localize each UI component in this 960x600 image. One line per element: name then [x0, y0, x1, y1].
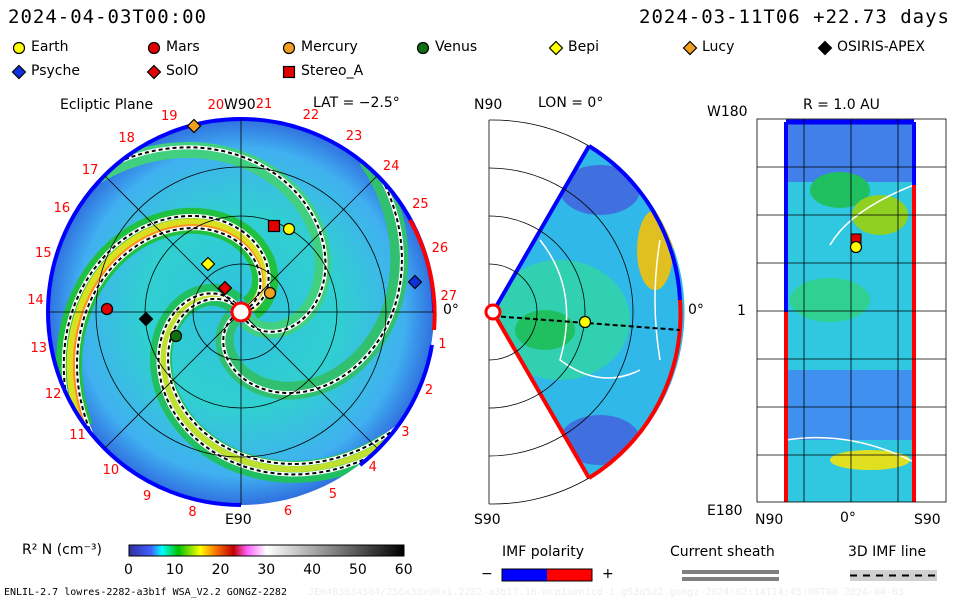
map-s90-label: S90: [914, 512, 941, 528]
lat-label: LAT = −2.5°: [313, 95, 400, 111]
imf-polarity-title: IMF polarity: [502, 544, 585, 560]
day-label: 11: [69, 428, 86, 444]
day-label: 8: [188, 504, 197, 520]
imf-minus: −: [481, 566, 493, 582]
map-n90-label: N90: [755, 512, 784, 528]
day-label: 6: [283, 503, 293, 519]
stereo-a-legend-icon: [282, 65, 296, 79]
colorbar-tick: 50: [349, 562, 367, 578]
venus-marker: [169, 329, 183, 343]
w180-label: W180: [707, 104, 748, 120]
ecliptic-title: Ecliptic Plane: [60, 97, 154, 113]
legend-item: Lucy: [702, 39, 735, 55]
imf-polarity-bar: [501, 568, 593, 582]
mars-marker: [100, 302, 114, 316]
colorbar-tick: 60: [394, 562, 413, 578]
legend-item: Earth: [31, 39, 69, 55]
day-label: 4: [368, 460, 377, 476]
map-zero-label: 0°: [840, 510, 856, 526]
day-label: 3: [401, 424, 410, 440]
sphere-map-plot: [756, 118, 947, 503]
zero-deg-label: 0°: [443, 302, 459, 318]
imf-plus: +: [602, 566, 614, 582]
colorbar-tick: 0: [124, 562, 133, 578]
mars-legend-icon: [147, 41, 161, 55]
day-label: 5: [328, 487, 338, 502]
n90-label: N90: [474, 97, 503, 113]
earth-legend-icon: [12, 41, 26, 55]
bepi-legend-icon: [548, 40, 564, 56]
day-label: 22: [302, 107, 320, 123]
day-label: 27: [440, 288, 458, 304]
colorbar-label: R² N (cm⁻³): [22, 542, 102, 558]
day-label: 10: [102, 462, 120, 478]
colorbar-tick: 20: [211, 562, 230, 578]
day-label: 15: [35, 245, 52, 261]
e90-label: E90: [225, 512, 252, 528]
colorbar-tick: 10: [165, 562, 184, 578]
meridional-zero-label: 0°: [688, 302, 704, 318]
current-time: 2024-04-03T00:00: [8, 6, 208, 28]
map-mid-label: 1: [737, 303, 746, 319]
lucy-marker: [186, 118, 202, 134]
venus-legend-icon: [416, 41, 430, 55]
day-label: 17: [81, 162, 99, 178]
lon-label: LON = 0°: [538, 95, 604, 111]
solo-marker: [217, 280, 233, 296]
day-label: 1: [438, 336, 447, 352]
day-label: 26: [431, 241, 449, 257]
psyche-marker: [407, 274, 423, 290]
osiris-apex-marker: [138, 311, 154, 327]
current-sheath-key: [682, 570, 779, 574]
ecliptic-plane-plot: [46, 117, 437, 507]
earth-marker: [282, 222, 296, 236]
day-label: 9: [143, 488, 152, 504]
legend-item: Mercury: [301, 39, 358, 55]
stereo-a-marker: [267, 219, 281, 233]
colorbar-tick: 40: [303, 562, 322, 578]
mercury-legend-icon: [282, 41, 296, 55]
day-label: 20: [207, 97, 225, 113]
earth-marker-map: [849, 240, 863, 254]
legend-item: SolO: [166, 63, 199, 79]
osiris-apex-legend-icon: [817, 40, 833, 56]
earth-marker-meridional: [578, 315, 592, 329]
day-label: 16: [53, 201, 71, 217]
solo-legend-icon: [146, 64, 162, 80]
legend-item: OSIRIS-APEX: [837, 39, 925, 55]
legend-item: Mars: [166, 39, 200, 55]
w90-label: W90: [224, 97, 256, 113]
meridional-plot: [484, 119, 685, 505]
day-label: 2: [424, 383, 434, 399]
lucy-legend-icon: [682, 40, 698, 56]
legend-item: Venus: [435, 39, 478, 55]
run-info: JE0403034504/256x30x90x1.2282-a3b1f.16-m…: [308, 587, 905, 598]
imf-line-title: 3D IMF line: [848, 544, 927, 560]
model-info: ENLIL-2.7 lowres-2282-a3b1f WSA_V2.2 GON…: [4, 587, 287, 598]
density-colorbar: [128, 544, 405, 557]
day-label: 25: [412, 197, 429, 213]
mercury-marker: [263, 286, 277, 300]
day-label: 13: [30, 341, 48, 357]
run-time: 2024-03-11T06 +22.73 days: [639, 6, 950, 28]
s90-label: S90: [474, 512, 501, 528]
legend-item: Psyche: [31, 63, 80, 79]
legend-item: Bepi: [568, 39, 599, 55]
bepi-marker: [200, 256, 216, 272]
day-label: 19: [161, 109, 178, 125]
day-label: 12: [44, 387, 62, 403]
day-label: 24: [382, 159, 400, 175]
day-label: 21: [255, 97, 273, 113]
legend-item: Stereo_A: [301, 63, 364, 79]
day-label: 23: [345, 128, 363, 144]
psyche-legend-icon: [11, 64, 27, 80]
colorbar-tick: 30: [257, 562, 276, 578]
day-label: 14: [27, 293, 44, 309]
current-sheath-title: Current sheath: [670, 544, 775, 560]
radius-label: R = 1.0 AU: [803, 97, 880, 113]
e180-label: E180: [707, 503, 743, 519]
day-label: 18: [118, 131, 135, 147]
